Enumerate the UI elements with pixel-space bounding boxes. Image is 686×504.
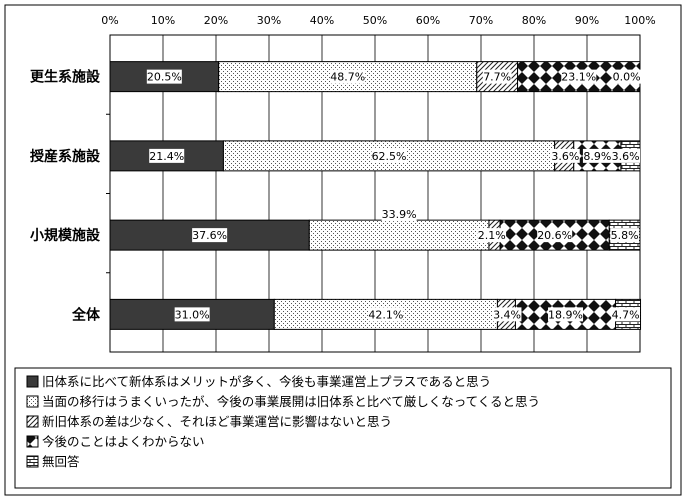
bar-segment [308, 219, 490, 251]
data-label: 48.7% [330, 69, 366, 84]
data-label: 3.6% [550, 148, 580, 163]
legend-swatch [26, 375, 39, 388]
x-tick-label: 70% [469, 14, 493, 27]
legend-swatch [26, 455, 39, 468]
data-label: 20.6% [537, 228, 573, 243]
data-label-bg [492, 307, 522, 322]
data-label-bg [381, 207, 417, 222]
data-label-text: 3.6% [551, 150, 579, 163]
data-label-text: 42.1% [368, 308, 403, 321]
x-tick-label: 60% [416, 14, 440, 27]
data-label: 8.9% [582, 148, 612, 163]
data-label: 5.8% [610, 228, 640, 243]
data-label-bg [192, 228, 228, 243]
data-label-text: 4.7% [612, 308, 640, 321]
category-label: 更生系施設 [30, 69, 101, 86]
data-label-bg [610, 228, 640, 243]
data-label: 33.9% [381, 207, 417, 222]
data-label: 37.6% [192, 228, 228, 243]
data-label-text: 8.9% [583, 150, 611, 163]
x-tick-label: 100% [624, 14, 655, 27]
x-tick-label: 20% [204, 14, 228, 27]
legend-swatch [26, 435, 39, 448]
data-label-bg [149, 148, 185, 163]
data-label-bg [330, 69, 366, 84]
legend-entry: 旧体系に比べて新体系はメリットが多く、今後も事業運営上プラスであると思う [42, 374, 491, 389]
data-label: 20.5% [146, 69, 182, 84]
data-label: 18.9% [548, 307, 584, 322]
legend-swatch [26, 395, 39, 408]
x-tick-label: 10% [151, 14, 175, 27]
data-label: 7.7% [482, 69, 512, 84]
data-label-text: 2.1% [478, 229, 506, 242]
data-label-text: 3.4% [493, 308, 521, 321]
bar-segment [109, 61, 220, 93]
data-label: 3.6% [611, 148, 640, 163]
data-label-text: 23.1% [561, 71, 596, 84]
category-label: 授産系施設 [30, 148, 101, 165]
x-tick-label: 40% [310, 14, 334, 27]
data-label: 62.5% [371, 148, 407, 163]
category-label: 小規模施設 [30, 227, 101, 244]
data-label-bg [611, 148, 640, 163]
legend-box [14, 367, 672, 489]
data-label-text: 33.9% [382, 208, 417, 221]
data-label-bg [477, 228, 507, 243]
data-label-bg [174, 307, 210, 322]
x-tick-label: 50% [363, 14, 387, 27]
data-label-text: 48.7% [330, 71, 365, 84]
data-label-text: 3.6% [612, 150, 640, 163]
x-tick-label: 80% [522, 14, 546, 27]
data-label-text: 31.0% [175, 308, 210, 321]
data-label-text: 0.0% [613, 71, 641, 84]
data-label-bg [550, 148, 580, 163]
data-label: 4.7% [611, 307, 640, 322]
legend-entry: 新旧体系の差は少なく、それほど事業運営に影響はないと思う [42, 414, 392, 429]
legend-entry: 今後のことはよくわからない [42, 434, 205, 449]
data-label-text: 37.6% [192, 229, 227, 242]
data-label-text: 20.5% [147, 71, 182, 84]
data-label-bg [548, 307, 584, 322]
data-label-bg [612, 69, 641, 84]
x-tick-label: 30% [257, 14, 281, 27]
data-label-text: 5.8% [611, 229, 639, 242]
legend-entry: 当面の移行はうまくいったが、今後の事業展開は旧体系と比べて厳しくなってくると思う [42, 394, 540, 409]
legend-swatch [26, 415, 39, 428]
data-label: 2.1% [477, 228, 507, 243]
data-label-bg [611, 307, 640, 322]
data-label-text: 21.4% [149, 150, 184, 163]
data-label-text: 7.7% [483, 71, 511, 84]
data-label-text: 18.9% [548, 308, 583, 321]
data-label-bg [561, 69, 597, 84]
data-label-bg [368, 307, 404, 322]
x-tick-label: 0% [101, 14, 118, 27]
data-label-bg [482, 69, 512, 84]
data-label: 23.1% [561, 69, 597, 84]
data-label-text: 62.5% [372, 150, 407, 163]
data-label-bg [582, 148, 612, 163]
data-label-bg [371, 148, 407, 163]
x-tick-label: 90% [575, 14, 599, 27]
data-label-bg [537, 228, 573, 243]
data-label-text: 20.6% [537, 229, 572, 242]
category-label: 全体 [71, 306, 101, 323]
data-label-bg [146, 69, 182, 84]
data-label: 31.0% [174, 307, 210, 322]
data-label: 0.0% [612, 69, 641, 84]
data-label: 21.4% [149, 148, 185, 163]
data-label: 42.1% [368, 307, 404, 322]
data-label: 3.4% [492, 307, 522, 322]
legend-entry: 無回答 [42, 454, 80, 469]
